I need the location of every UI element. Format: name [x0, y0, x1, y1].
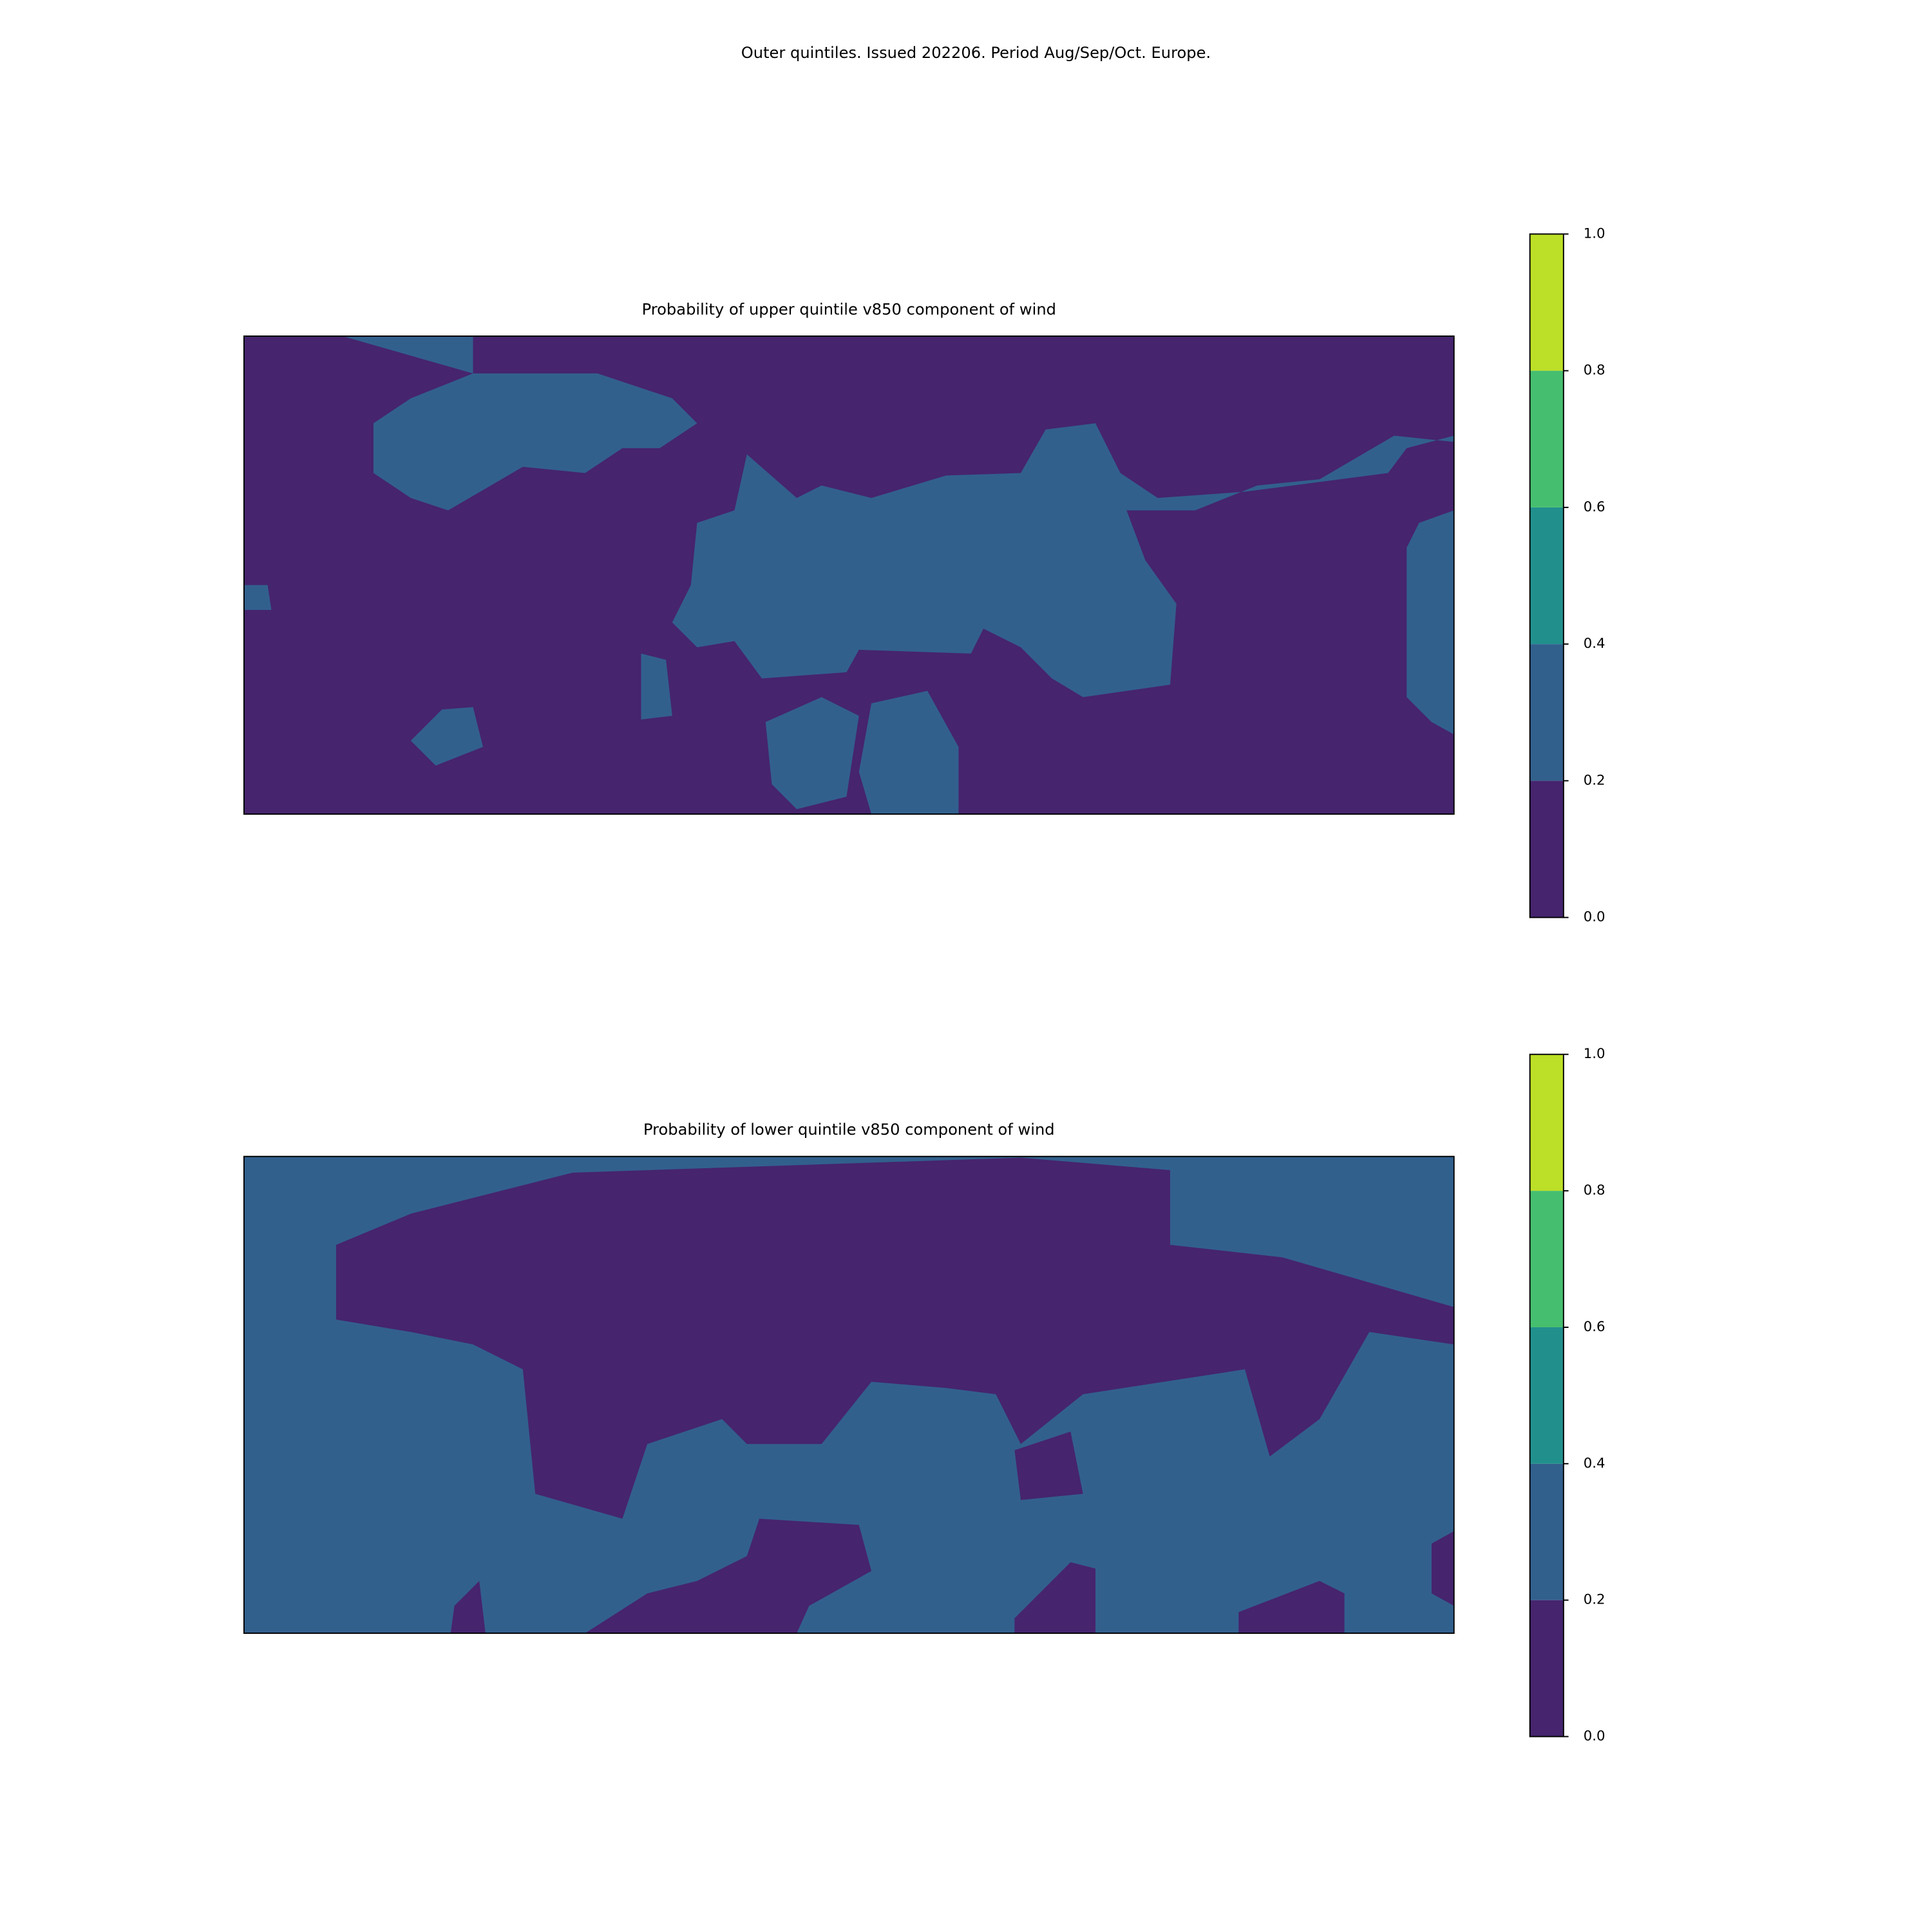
map-region	[1014, 1562, 1096, 1634]
figure-title: Outer quintiles. Issued 202206. Period A…	[741, 44, 1211, 62]
colorbar-segment	[1530, 1191, 1564, 1327]
map-region	[342, 336, 1454, 697]
colorbar-segment	[1530, 507, 1564, 645]
colorbar-tick-label: 0.4	[1584, 636, 1605, 652]
map-region	[1238, 1580, 1345, 1634]
colorbar-segment	[1530, 781, 1564, 918]
panel-title: Probability of upper quintile v850 compo…	[642, 300, 1056, 318]
colorbar: 0.0 0.2 0.4 0.6 0.8 1.0	[1529, 1046, 1605, 1745]
map	[243, 1155, 1455, 1634]
colorbar-tick-label: 0.2	[1584, 772, 1605, 788]
map-region	[336, 1157, 1454, 1519]
colorbar-frame	[1529, 1054, 1564, 1738]
map	[243, 335, 1455, 815]
colorbar-tick-label: 0.4	[1584, 1455, 1605, 1472]
colorbar-segment	[1530, 1463, 1564, 1600]
map-frame	[243, 335, 1455, 815]
map-region	[765, 697, 859, 810]
colorbar-tick-label: 0.6	[1584, 499, 1605, 515]
map-region	[410, 706, 483, 766]
colorbar-segment	[1530, 1600, 1564, 1737]
colorbar-segment	[1530, 1054, 1564, 1191]
map-region	[1431, 1531, 1454, 1606]
colorbar: 0.0 0.2 0.4 0.6 0.8 1.0	[1529, 225, 1605, 925]
map-region	[342, 336, 697, 511]
panel-title: Probability of lower quintile v850 compo…	[643, 1121, 1055, 1139]
map-region	[1014, 1431, 1083, 1501]
colorbar-tick-label: 0.2	[1584, 1592, 1605, 1608]
colorbar-tick-label: 0.8	[1584, 1182, 1605, 1198]
map-region	[641, 653, 672, 720]
colorbar-tick-label: 1.0	[1584, 225, 1605, 242]
colorbar-frame	[1529, 233, 1564, 918]
colorbar-tick-label: 0.8	[1584, 363, 1605, 379]
colorbar-segment	[1530, 1327, 1564, 1464]
colorbar-segment	[1530, 234, 1564, 371]
map-region	[450, 1580, 486, 1634]
map-region	[243, 585, 272, 611]
colorbar-segment	[1530, 644, 1564, 781]
colorbar-segment	[1530, 370, 1564, 507]
colorbar-tick-label: 0.0	[1584, 1728, 1605, 1745]
map-region	[1406, 510, 1454, 735]
colorbar-tick-label: 0.0	[1584, 909, 1605, 925]
map-frame	[243, 1155, 1455, 1634]
map-region	[585, 1519, 872, 1634]
colorbar-tick-label: 1.0	[1584, 1046, 1605, 1062]
colorbar-tick-label: 0.6	[1584, 1319, 1605, 1335]
map-region	[858, 690, 959, 815]
